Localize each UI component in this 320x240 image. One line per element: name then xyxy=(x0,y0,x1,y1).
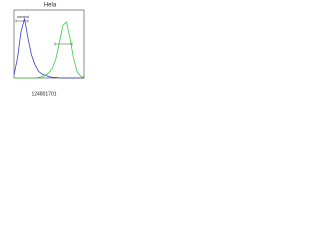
gate-markers xyxy=(15,19,73,46)
chart: Hela control 124801701 xyxy=(13,3,85,97)
histogram-line xyxy=(14,21,85,79)
chart-title: Hela xyxy=(44,3,57,9)
histogram-line xyxy=(13,18,84,79)
control-label: control xyxy=(17,14,29,19)
footnote: 124801701 xyxy=(31,91,56,97)
plot-frame xyxy=(13,9,85,79)
